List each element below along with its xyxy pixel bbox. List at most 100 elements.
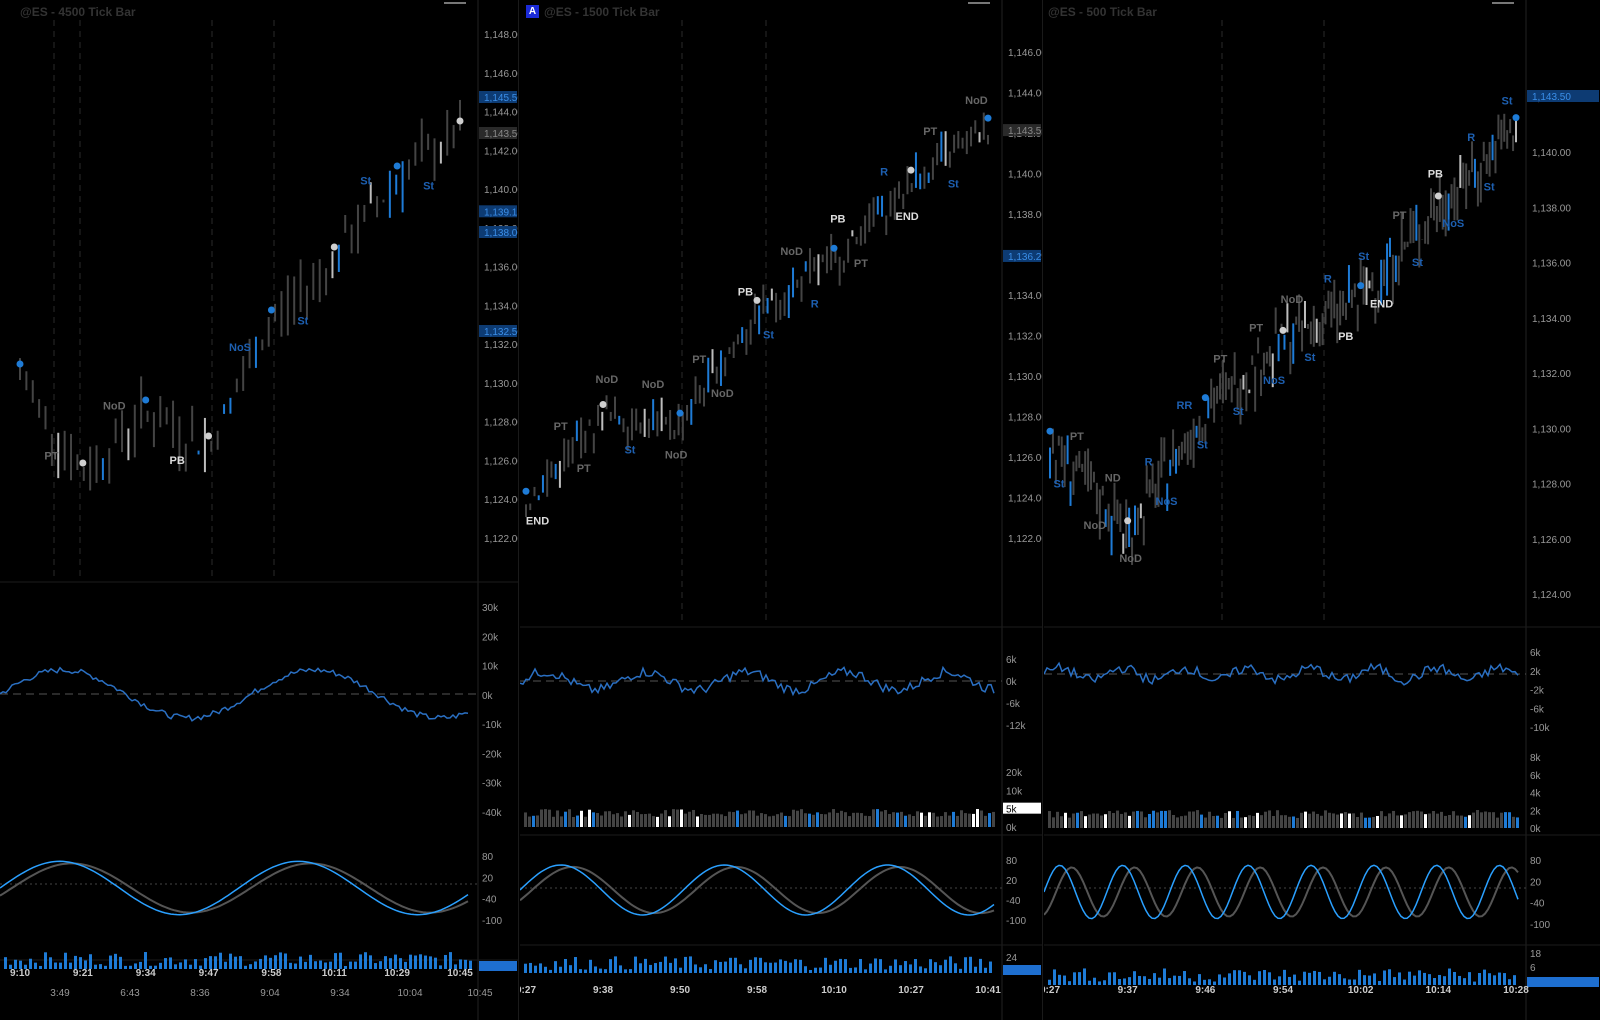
volume2-bar	[1448, 968, 1451, 985]
volume2-bar	[1308, 972, 1311, 985]
volume2-bar	[1203, 979, 1206, 985]
volume-tick-label: 6k	[1530, 771, 1542, 782]
price-tick-label: 1,134.00	[1532, 314, 1571, 325]
volume2-bar	[354, 961, 357, 969]
chart-pane-1500[interactable]: 1,146.001,144.001,142.001,140.001,138.00…	[520, 0, 1042, 1020]
volume2-bar	[9, 964, 12, 969]
volume2-bar	[964, 957, 967, 973]
volume2-bar	[954, 963, 957, 973]
chart-title: @ES - 1500 Tick Bar	[544, 5, 660, 19]
minimize-button[interactable]	[444, 2, 466, 4]
volume-bar	[640, 814, 643, 827]
volume2-bar	[1438, 974, 1441, 985]
volume2-bar	[1488, 973, 1491, 985]
chart-500-canvas[interactable]: 1,142.001,140.001,138.001,136.001,134.00…	[1044, 0, 1600, 1020]
time-label-secondary: 9:34	[330, 988, 350, 999]
time-label-secondary: 10:45	[467, 988, 492, 999]
volume-bar	[1128, 815, 1131, 828]
active-badge[interactable]: A	[526, 5, 539, 18]
volume2-bar	[1373, 973, 1376, 985]
volume2-bar	[279, 952, 282, 969]
volume-bar	[1344, 812, 1347, 828]
volume-bar	[1096, 813, 1099, 828]
delta-tick-label: -6k	[1006, 699, 1021, 710]
signal-label: St	[423, 181, 434, 193]
signal-label: St	[948, 179, 959, 191]
volume2-bar	[1388, 969, 1391, 985]
volume-bar	[1296, 817, 1299, 828]
volume-bar	[908, 814, 911, 827]
volume-bar	[1064, 812, 1067, 828]
volume-bar	[1244, 817, 1247, 828]
price-marker-label: 1,138.00	[484, 228, 518, 239]
volume-bar	[692, 809, 695, 827]
signal-dot	[907, 166, 915, 174]
volume2-bar	[1078, 972, 1081, 985]
volume-tick-label: 10k	[1006, 786, 1023, 797]
volume-bar	[1100, 815, 1103, 828]
volume-bar	[652, 816, 655, 827]
volume-bar	[1332, 813, 1335, 828]
volume-bar	[808, 813, 811, 827]
volume-bar	[1300, 812, 1303, 828]
volume-bar	[612, 814, 615, 827]
time-label: 10:14	[1426, 985, 1452, 996]
volume2-bar	[254, 961, 257, 969]
volume-bar	[608, 811, 611, 827]
volume2-bar	[869, 963, 872, 973]
price-tick-label: 1,132.00	[484, 340, 518, 351]
volume-bar	[1268, 810, 1271, 828]
volume2-bar	[614, 956, 617, 973]
volume-bar	[740, 814, 743, 827]
signal-dot	[599, 401, 607, 408]
volume-bar	[1384, 816, 1387, 828]
volume2-bar	[984, 967, 987, 973]
price-marker-label: 1,143.50	[1008, 126, 1042, 137]
chart-4500-canvas[interactable]: 1,148.00 1,146.00 1,144.00 1,142.00 1,140.00…	[0, 0, 518, 1020]
volume2-bar	[674, 958, 677, 973]
chart-1500-canvas[interactable]: 1,146.001,144.001,142.001,140.001,138.00…	[520, 0, 1042, 1020]
osc-fast-line	[520, 864, 995, 916]
delta-tick-label: -6k	[1530, 704, 1545, 715]
time-label: 9:47	[199, 968, 219, 979]
volume-bar	[540, 809, 543, 827]
chart-pane-500[interactable]: 1,142.001,140.001,138.001,136.001,134.00…	[1044, 0, 1600, 1020]
volume-bar	[1464, 816, 1467, 828]
volume-bar	[744, 813, 747, 827]
price-tick-label: 1,136.00	[484, 263, 518, 274]
volume2-bar	[794, 959, 797, 973]
minimize-button[interactable]	[968, 2, 990, 4]
volume2-bar	[774, 962, 777, 973]
volume-bar	[1324, 810, 1327, 828]
minimize-button[interactable]	[1492, 2, 1514, 4]
volume2-bar	[214, 956, 217, 969]
signal-label: PB	[1428, 168, 1443, 180]
volume2-bar	[429, 956, 432, 969]
volume2-bar	[14, 959, 17, 969]
volume-bar	[1376, 815, 1379, 828]
volume-bar	[1312, 811, 1315, 828]
signal-label: NoD	[780, 246, 803, 258]
osc-tick-label: 20	[1006, 876, 1018, 887]
chart-pane-4500[interactable]: 1,148.00 1,146.00 1,144.00 1,142.00 1,140.00…	[0, 0, 518, 1020]
volume2-bar	[669, 962, 672, 973]
price-tick-label: 1,140.00	[1532, 148, 1571, 159]
volume-bar	[956, 815, 959, 827]
signal-label: ND	[1105, 473, 1121, 485]
volume2-bar	[1478, 973, 1481, 985]
volume2-bar	[24, 964, 27, 969]
signal-label: NoD	[642, 379, 665, 391]
price-tick-label: 1,126.00	[484, 456, 518, 467]
volume-bar	[528, 816, 531, 827]
volume-bar	[672, 809, 675, 827]
volume2-bar	[79, 957, 82, 969]
price-tick-label: 1,134.00	[484, 301, 518, 312]
volume2-bar	[724, 961, 727, 973]
price-marker	[1003, 124, 1041, 137]
volume2-bar	[969, 956, 972, 973]
volume-bar	[1392, 810, 1395, 828]
time-label: 9:34	[136, 968, 156, 979]
volume-bar	[1208, 811, 1211, 828]
volume-bar	[624, 811, 627, 827]
signal-label: St	[1358, 251, 1369, 263]
